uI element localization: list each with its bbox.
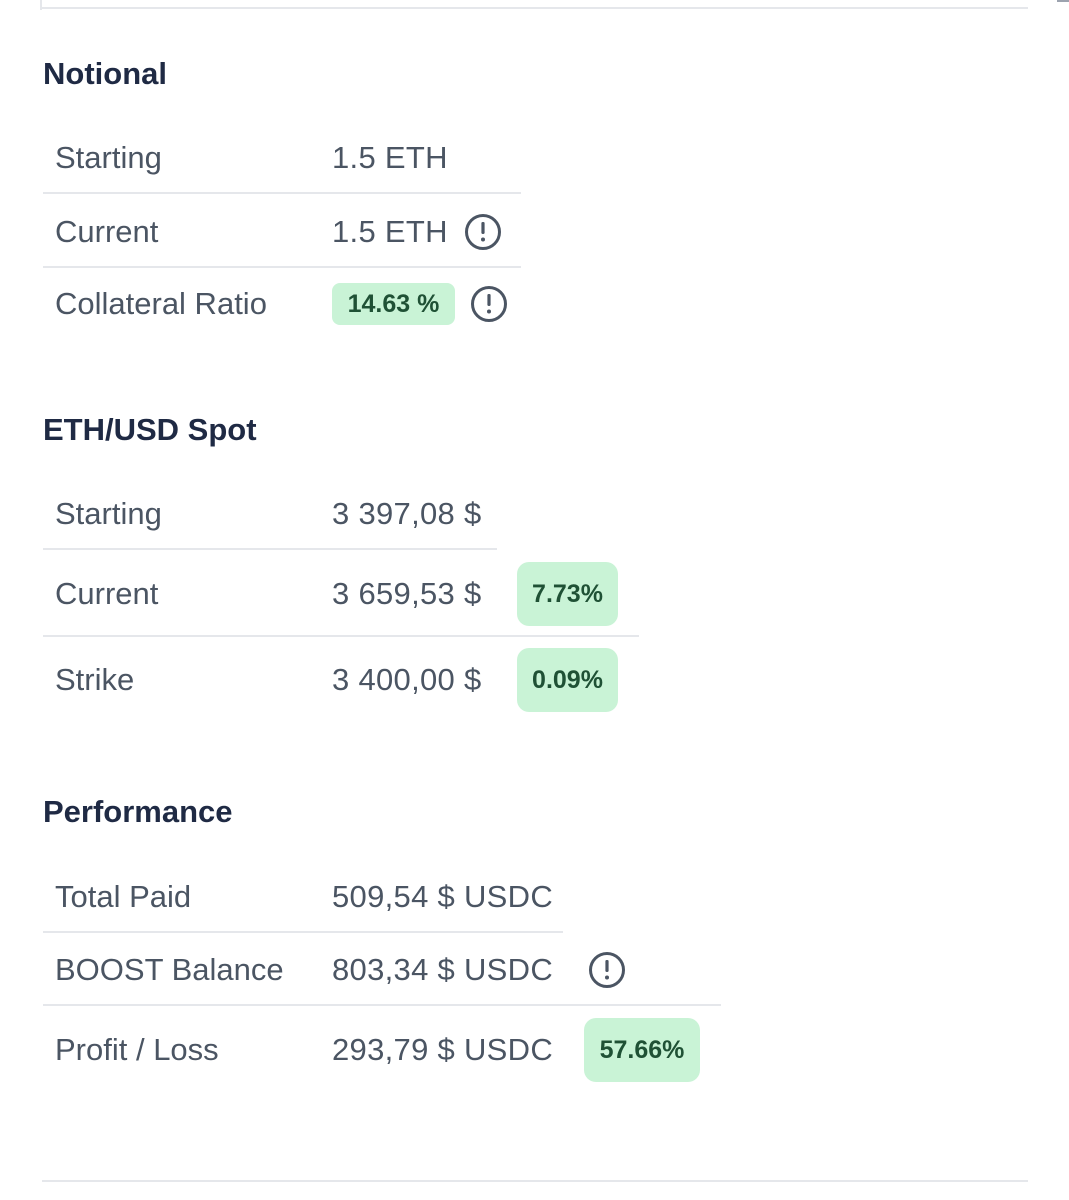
row-value: 1.5 ETH [332, 214, 448, 249]
row-divider [43, 548, 497, 550]
spot-current-change-badge: 7.73% [517, 562, 618, 626]
row-value: 3 400,00 $ [332, 662, 482, 697]
row-value: 1.5 ETH [332, 140, 448, 175]
spot-strike-change-badge: 0.09% [517, 648, 618, 712]
notional-collateral-row: Collateral Ratio 14.63 % [43, 268, 521, 340]
profit-loss-percent-badge: 57.66% [584, 1018, 700, 1082]
notional-title: Notional [43, 56, 167, 91]
spot-starting-row: Starting 3 397,08 $ [43, 478, 497, 550]
row-divider [43, 192, 521, 194]
info-circle-icon[interactable] [470, 285, 508, 323]
row-label: Profit / Loss [55, 1032, 219, 1067]
row-divider [43, 931, 563, 933]
row-label: Total Paid [55, 879, 192, 914]
row-label: Current [55, 214, 159, 249]
row-label: Starting [55, 496, 162, 531]
row-label: Starting [55, 140, 162, 175]
row-value: 293,79 $ USDC [332, 1032, 554, 1067]
row-label: Strike [55, 662, 135, 697]
panel-top-divider [40, 7, 1028, 9]
spot-strike-row: Strike 3 400,00 $ 0.09% [43, 637, 639, 723]
row-label: Collateral Ratio [55, 286, 267, 321]
panel-left-edge [40, 0, 42, 10]
panel-corner-edge [1057, 0, 1069, 2]
row-label: BOOST Balance [55, 952, 284, 987]
performance-title: Performance [43, 794, 233, 829]
performance-profit-loss-row: Profit / Loss 293,79 $ USDC 57.66% [43, 1007, 721, 1093]
row-divider [43, 1004, 721, 1006]
spot-title: ETH/USD Spot [43, 412, 257, 447]
collateral-ratio-badge: 14.63 % [332, 283, 455, 325]
panel-bottom-divider [42, 1180, 1028, 1182]
performance-total-paid-row: Total Paid 509,54 $ USDC [43, 861, 563, 933]
row-label: Current [55, 576, 159, 611]
notional-starting-row: Starting 1.5 ETH [43, 122, 521, 194]
info-circle-icon[interactable] [464, 213, 502, 251]
row-divider [43, 266, 521, 268]
row-divider [43, 635, 639, 637]
row-value: 803,34 $ USDC [332, 952, 554, 987]
performance-boost-balance-row: BOOST Balance 803,34 $ USDC [43, 934, 721, 1006]
info-circle-icon[interactable] [588, 951, 626, 989]
row-value: 3 397,08 $ [332, 496, 482, 531]
panel-top-border [0, 0, 1069, 10]
spot-current-row: Current 3 659,53 $ 7.73% [43, 551, 639, 637]
row-value: 3 659,53 $ [332, 576, 482, 611]
notional-current-row: Current 1.5 ETH [43, 196, 521, 268]
row-value: 509,54 $ USDC [332, 879, 554, 914]
